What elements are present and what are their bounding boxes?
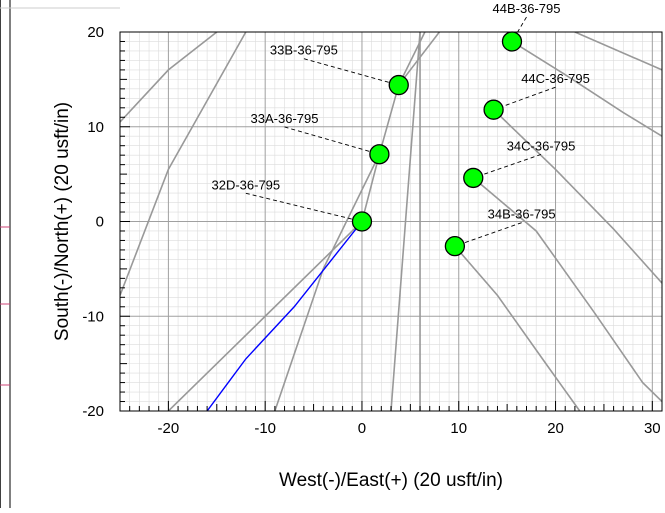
well-marker [444,235,466,257]
x-tick-label: 0 [358,420,366,437]
well-label-leader [245,192,363,222]
offset-wellpath-line [472,177,662,403]
well-label-leader [493,86,556,111]
well-labels: 44B-36-795 33B-36-795 44C-36-795 33A-36-795… [211,1,589,222]
offset-wellpath-line [167,32,441,411]
plot-frame [119,31,663,412]
well-marker [351,211,373,232]
axis-ticks [119,31,663,412]
y-tick-label: -20 [82,403,104,420]
well-marker [369,144,390,165]
well-marker [463,167,484,189]
offset-wellpath-line [274,153,381,411]
offset-wellpath-line [120,32,247,296]
offset-wellpath-line [454,245,581,411]
x-tick-label: 10 [450,420,467,437]
well-label: 33B-36-795 [270,43,338,58]
well-marker [501,31,523,52]
well-label: 33A-36-795 [251,111,319,126]
x-tick-label: -10 [254,420,276,437]
well-marker [483,99,504,120]
label-leaders [245,16,556,247]
page-background [0,0,120,508]
well-label-leader [284,126,380,155]
offset-wellpath-line [511,40,662,137]
well-label: 34B-36-795 [488,207,556,222]
well-label-leader [303,58,399,86]
offset-wellpath-line [574,32,662,71]
offset-wellpath-line [493,109,662,284]
y-tick-label: 10 [87,119,104,136]
x-tick-label: 30 [644,420,661,437]
well-markers [351,31,523,257]
offset-wellpaths [120,32,662,411]
x-axis-title: West(-)/East(+) (20 usft/in) [279,470,503,491]
well-label: 34C-36-795 [507,138,576,153]
offset-wellpath-line [120,32,218,123]
y-tick-label: 20 [87,24,104,41]
well-label: 44C-36-795 [521,71,590,86]
subject-wellpath-line [206,221,363,411]
well-label: 32D-36-795 [211,177,280,192]
well-label-leader [473,154,542,179]
grid-major [120,32,662,411]
offset-wellpath-line [390,32,421,411]
y-axis-title: South(-)/North(+) (20 usft/in) [52,102,73,341]
y-tick-label: -10 [82,308,104,325]
y-tick-label: 0 [96,214,104,231]
well-label-leader [454,222,522,247]
tick-labels: -20 -10 0 10 20 30 -20 -10 0 10 20 [82,24,660,437]
x-tick-label: -20 [158,420,180,437]
x-tick-label: 20 [547,420,564,437]
well-label: 44B-36-795 [493,1,561,16]
subject-wellpath [206,221,363,411]
well-marker [388,74,409,96]
